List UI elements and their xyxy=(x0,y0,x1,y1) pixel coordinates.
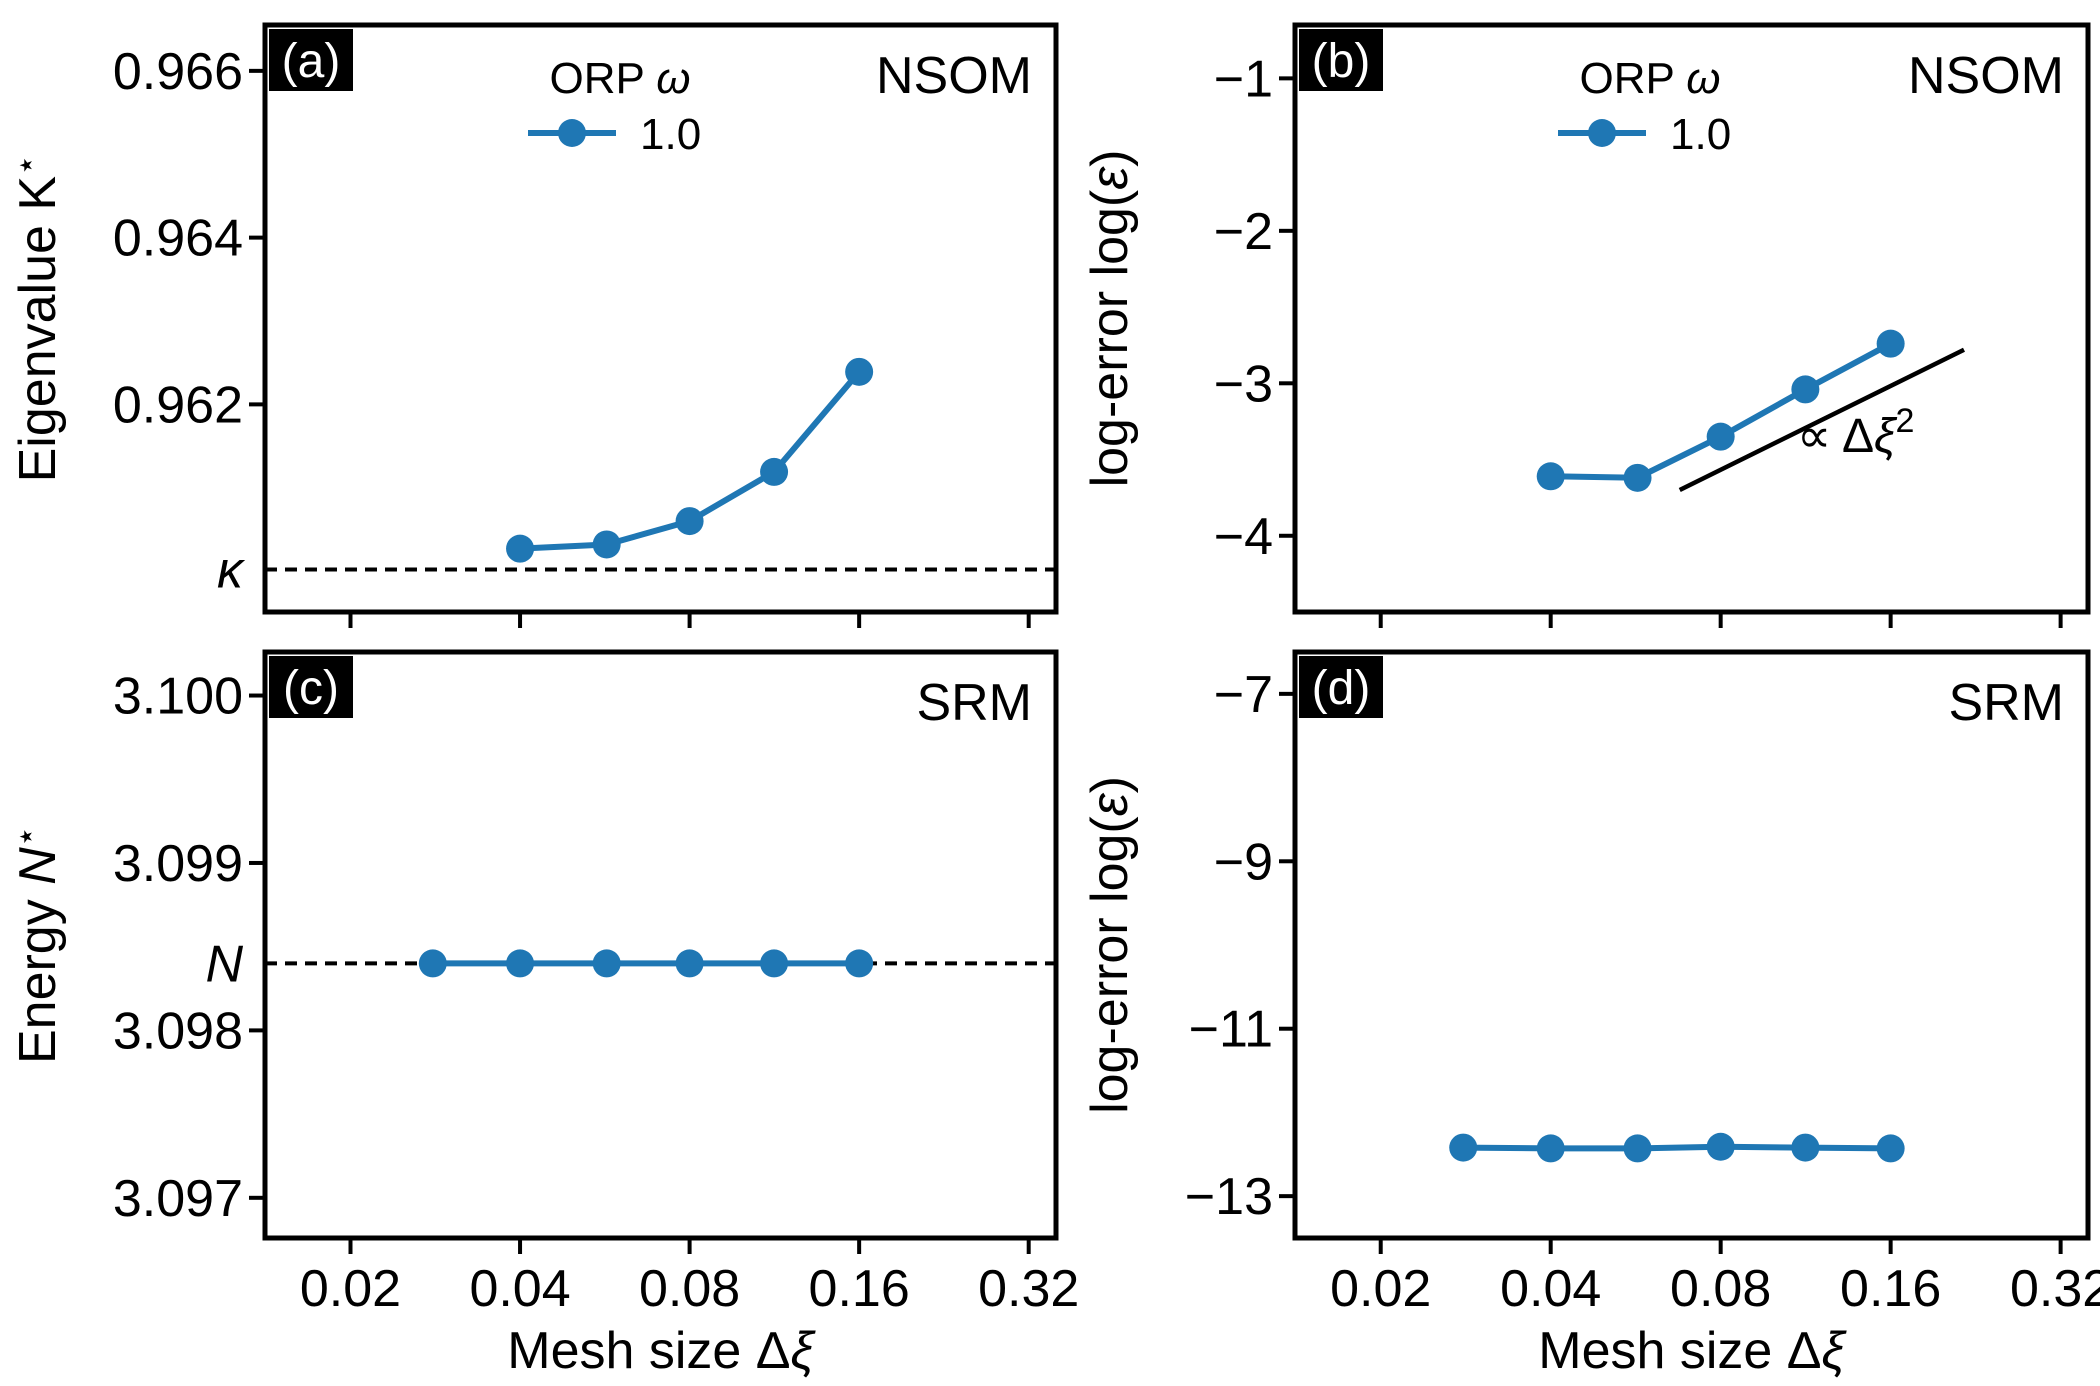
axes-frame xyxy=(1292,22,2091,615)
corner-label: SRM xyxy=(916,674,1032,732)
x-axis-label: Mesh size Δξ xyxy=(1538,1322,1847,1380)
data-point xyxy=(675,949,704,978)
x-tick-label: 0.04 xyxy=(1500,1260,1601,1318)
x-tick-label: 0.08 xyxy=(1670,1260,1771,1318)
x-tick-label: 0.08 xyxy=(639,1260,740,1318)
x-tick-label: 0.16 xyxy=(1840,1260,1941,1318)
y-tick-label: −2 xyxy=(1214,203,1273,261)
y-tick-label: −3 xyxy=(1214,355,1273,413)
data-point xyxy=(845,357,874,386)
x-tick-label: 0.32 xyxy=(978,1260,1079,1318)
panel-tag: (a) xyxy=(282,35,341,88)
x-tick-label: 0.16 xyxy=(809,1260,910,1318)
y-axis-label: log-error log(ε) xyxy=(1081,150,1139,488)
data-point xyxy=(1536,1134,1565,1163)
y-tick-label: 0.964 xyxy=(113,210,243,268)
data-point xyxy=(1706,1132,1735,1161)
data-point xyxy=(1623,1134,1652,1163)
y-tick-label: 3.098 xyxy=(113,1002,243,1060)
data-point xyxy=(1623,463,1652,492)
corner-label: NSOM xyxy=(1908,47,2064,105)
data-point xyxy=(675,507,704,536)
data-point xyxy=(1706,422,1735,451)
data-point xyxy=(506,949,535,978)
x-tick-label: 0.04 xyxy=(469,1260,570,1318)
axes-frame xyxy=(1292,649,2091,1241)
panel-tag-background xyxy=(269,656,353,718)
data-point xyxy=(592,949,621,978)
y-tick-label: 3.099 xyxy=(113,835,243,893)
data-point xyxy=(1449,1133,1478,1162)
data-point xyxy=(1791,375,1820,404)
y-tick-label: −11 xyxy=(1189,1001,1273,1059)
legend-title: ORP ω xyxy=(549,54,690,103)
slope-annotation: ∝ Δξ2 xyxy=(1797,402,1914,463)
panel-b: ∝ Δξ2 −4 −3 −2 −1 log-error log(ε) (b) NSOM ORP … xyxy=(1081,22,2091,628)
data-point xyxy=(1536,462,1565,491)
panel-tag: (d) xyxy=(1312,662,1371,715)
data-point xyxy=(760,457,789,486)
x-tick-label: 0.32 xyxy=(2010,1260,2100,1318)
y-tick-label: 3.100 xyxy=(113,668,243,726)
series-line xyxy=(1463,1143,1891,1152)
y-tick-label: −7 xyxy=(1214,666,1273,724)
slope-reference-line xyxy=(1678,347,1966,493)
y-tick-label: −13 xyxy=(1185,1168,1273,1226)
reference-line-label: κ xyxy=(217,541,246,599)
data-point xyxy=(418,949,447,978)
panel-tag: (c) xyxy=(283,662,339,715)
y-tick-label: −4 xyxy=(1214,508,1273,566)
data-point xyxy=(506,534,535,563)
x-axis-label: Mesh size Δξ xyxy=(507,1322,816,1380)
legend-marker xyxy=(558,119,586,147)
panel-tag-background xyxy=(1299,656,1383,718)
panel-tag-background xyxy=(1299,29,1383,91)
data-point xyxy=(760,949,789,978)
x-tick-label: 0.02 xyxy=(1330,1260,1431,1318)
x-tick-label: 0.02 xyxy=(300,1260,401,1318)
corner-label: SRM xyxy=(1948,674,2064,732)
y-axis-label: log-error log(ε) xyxy=(1081,776,1139,1114)
legend-entry: 1.0 xyxy=(640,110,701,159)
panel-c: N 3.097 3.098 3.099 3.100 0.02 0.04 0.08 0.16 0.3… xyxy=(7,649,1079,1380)
axes-frame xyxy=(262,22,1059,615)
axes-frame xyxy=(262,649,1059,1241)
legend-entry: 1.0 xyxy=(1670,110,1731,159)
y-tick-label: 3.097 xyxy=(113,1170,243,1228)
panel-d: −13 −11 −9 −7 0.02 0.04 0.08 0.16 0.32 Mesh size … xyxy=(1081,649,2100,1380)
reference-line-label: N xyxy=(205,935,243,993)
legend-marker xyxy=(1588,119,1616,147)
y-tick-label: 0.962 xyxy=(113,376,243,434)
panel-tag-background xyxy=(269,29,353,91)
corner-label: NSOM xyxy=(876,47,1032,105)
y-tick-label: −9 xyxy=(1214,833,1273,891)
panel-tag: (b) xyxy=(1312,35,1371,88)
y-tick-label: 0.966 xyxy=(113,43,243,101)
y-axis-label: Energy N⋆ xyxy=(7,826,67,1064)
data-point xyxy=(1791,1133,1820,1162)
panel-a: κ 0.962 0.964 0.966 Eigenvalue K⋆ (a) NSOM ORP … xyxy=(7,22,1059,628)
data-point xyxy=(1876,329,1905,358)
y-axis-label: Eigenvalue K⋆ xyxy=(7,155,67,483)
data-point xyxy=(845,949,874,978)
legend-title: ORP ω xyxy=(1579,54,1720,103)
y-tick-label: −1 xyxy=(1214,50,1273,108)
data-point xyxy=(1876,1134,1905,1163)
data-point xyxy=(592,530,621,559)
